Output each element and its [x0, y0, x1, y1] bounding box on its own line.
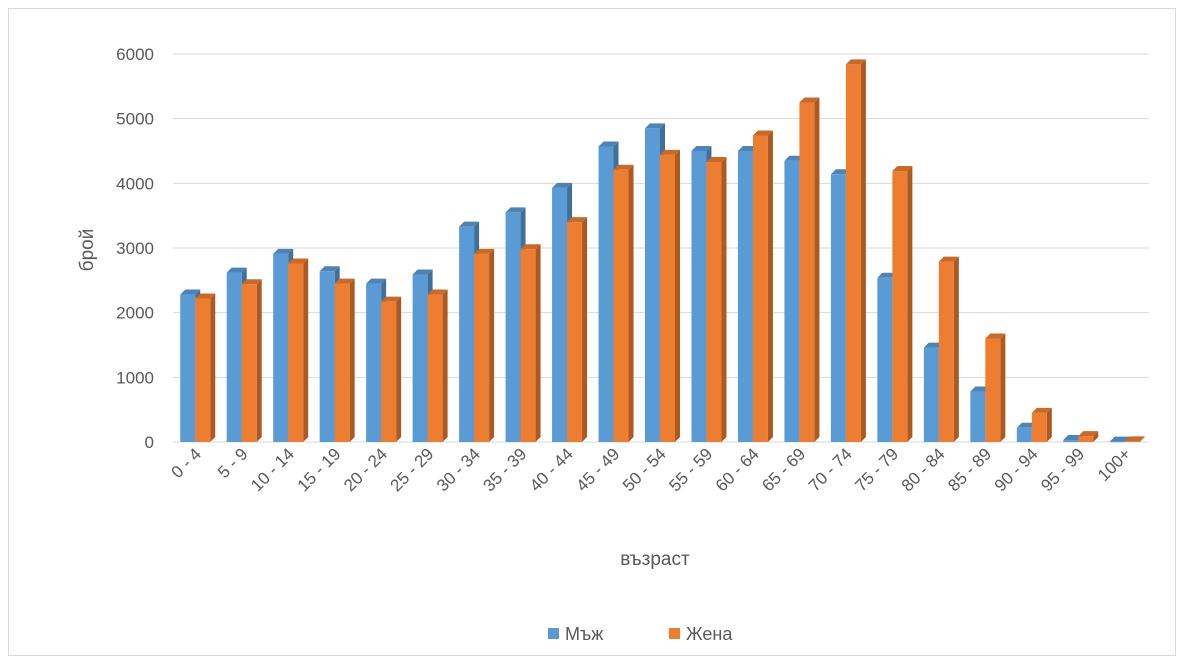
x-tick-label: 55 - 59 — [665, 444, 716, 495]
bar-female — [706, 156, 727, 442]
bar-female — [1078, 431, 1099, 442]
bar-female — [567, 217, 588, 442]
legend-item-male: Мъж — [548, 624, 603, 644]
y-axis-ticks: 0 1000 2000 3000 4000 5000 6000 — [116, 45, 154, 452]
y-axis-title: брой — [77, 229, 98, 272]
y-tick-label: 5000 — [116, 110, 154, 129]
x-tick-label: 20 - 24 — [340, 444, 391, 495]
legend-swatch-male — [548, 628, 559, 639]
x-tick-label: 100+ — [1094, 444, 1135, 485]
x-tick-label: 85 - 89 — [944, 444, 995, 495]
x-tick-label: 70 - 74 — [805, 444, 856, 495]
bar-female — [520, 244, 541, 442]
bar-female — [845, 59, 866, 442]
x-tick-label: 5 - 9 — [214, 444, 251, 481]
x-tick-label: 30 - 34 — [433, 444, 484, 495]
x-axis-title: възраст — [620, 549, 690, 570]
y-tick-label: 3000 — [116, 239, 154, 258]
bar-female — [613, 164, 634, 442]
x-tick-label: 75 - 79 — [851, 444, 902, 495]
bar-female — [938, 256, 959, 442]
bar-female — [288, 258, 309, 442]
bar-female — [799, 97, 820, 442]
bar-female — [334, 278, 355, 442]
bar-female — [241, 279, 262, 442]
x-tick-label: 80 - 84 — [898, 444, 949, 495]
x-tick-label: 95 - 99 — [1037, 444, 1088, 495]
bar-female — [660, 149, 680, 442]
x-tick-label: 60 - 64 — [712, 444, 763, 495]
x-tick-label: 65 - 69 — [758, 444, 809, 495]
x-tick-label: 15 - 19 — [294, 444, 345, 495]
x-tick-label: 50 - 54 — [619, 444, 670, 495]
legend-label-female: Жена — [686, 624, 733, 644]
legend-swatch-female — [669, 628, 680, 639]
x-tick-label: 0 - 4 — [168, 444, 205, 481]
x-tick-label: 35 - 39 — [480, 444, 531, 495]
y-tick-label: 2000 — [116, 304, 154, 323]
bar-female — [892, 166, 913, 442]
bar-female — [985, 333, 1006, 442]
y-tick-label: 0 — [145, 433, 154, 452]
y-tick-label: 1000 — [116, 368, 154, 387]
x-tick-label: 45 - 49 — [572, 444, 623, 495]
x-tick-label: 90 - 94 — [991, 444, 1042, 495]
bar-female — [195, 293, 216, 442]
y-tick-label: 6000 — [116, 45, 154, 64]
bar-female — [752, 130, 773, 442]
bars — [180, 59, 1145, 443]
x-tick-label: 40 - 44 — [526, 444, 577, 495]
legend-item-female: Жена — [669, 624, 733, 644]
x-tick-label: 25 - 29 — [387, 444, 438, 495]
legend-label-male: Мъж — [565, 624, 603, 644]
bar-female — [1124, 436, 1145, 442]
y-tick-label: 4000 — [116, 174, 154, 193]
bar-female — [427, 289, 448, 442]
bar-female — [1031, 407, 1052, 442]
bar-female — [474, 248, 495, 442]
x-tick-label: 10 - 14 — [247, 444, 298, 495]
legend: Мъж Жена — [548, 624, 733, 644]
bar-female — [381, 296, 402, 442]
